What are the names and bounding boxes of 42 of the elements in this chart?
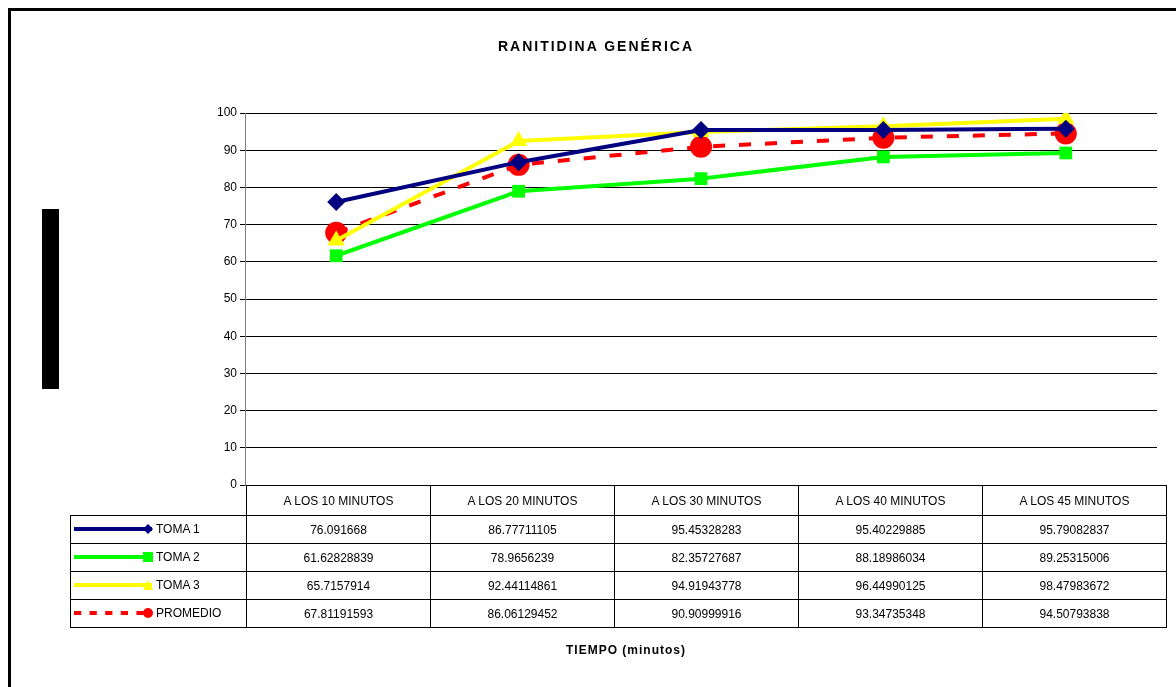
data-label: 61.62828839 [246, 543, 431, 572]
y-tick-label: 0 [230, 477, 238, 492]
y-tick-label: 90 [223, 142, 238, 157]
x-tick-label: A LOS 40 MINUTOS [798, 485, 983, 516]
data-label: 65.7157914 [246, 571, 431, 600]
data-label: 86.77711105 [430, 515, 615, 544]
x-tick-label: A LOS 20 MINUTOS [430, 485, 615, 516]
x-tick-label: A LOS 10 MINUTOS [246, 485, 431, 516]
data-label: 82.35727687 [614, 543, 799, 572]
x-tick-label: A LOS 45 MINUTOS [982, 485, 1167, 516]
data-label: 86.06129452 [430, 599, 615, 628]
y-tick-label: 80 [223, 179, 238, 194]
y-tick-label: 10 [223, 440, 238, 455]
y-tick-label: 100 [216, 105, 238, 120]
y-tick-label: 30 [223, 365, 238, 380]
y-tick-label: 40 [223, 328, 238, 343]
chart-title: RANITIDINA GENÉRICA [497, 37, 695, 54]
data-label: 94.50793838 [982, 599, 1167, 628]
data-label: 98.47983672 [982, 571, 1167, 600]
data-label: 94.91943778 [614, 571, 799, 600]
data-label: 93.34735348 [798, 599, 983, 628]
y-tick-label: 20 [223, 402, 238, 417]
data-label: 92.44114861 [430, 571, 615, 600]
data-label: 88.18986034 [798, 543, 983, 572]
legend-label: TOMA 2 [156, 550, 201, 565]
legend-label: TOMA 3 [156, 578, 201, 593]
data-label: 95.40229885 [798, 515, 983, 544]
data-label: 95.45328283 [614, 515, 799, 544]
y-tick-label: 70 [223, 216, 238, 231]
legend-label: TOMA 1 [156, 522, 201, 537]
legend-label: PROMEDIO [156, 606, 222, 621]
data-label: 95.79082837 [982, 515, 1167, 544]
data-label: 96.44990125 [798, 571, 983, 600]
data-label: 67.81191593 [246, 599, 431, 628]
x-tick-label: A LOS 30 MINUTOS [614, 485, 799, 516]
y-tick-label: 50 [223, 291, 238, 306]
y-tick-label: 60 [223, 254, 238, 269]
data-label: 78.9656239 [430, 543, 615, 572]
data-label: 90.90999916 [614, 599, 799, 628]
data-label: 89.25315006 [982, 543, 1167, 572]
data-label: 76.091668 [246, 515, 431, 544]
text: TIEMPO (minutos) [565, 643, 687, 657]
